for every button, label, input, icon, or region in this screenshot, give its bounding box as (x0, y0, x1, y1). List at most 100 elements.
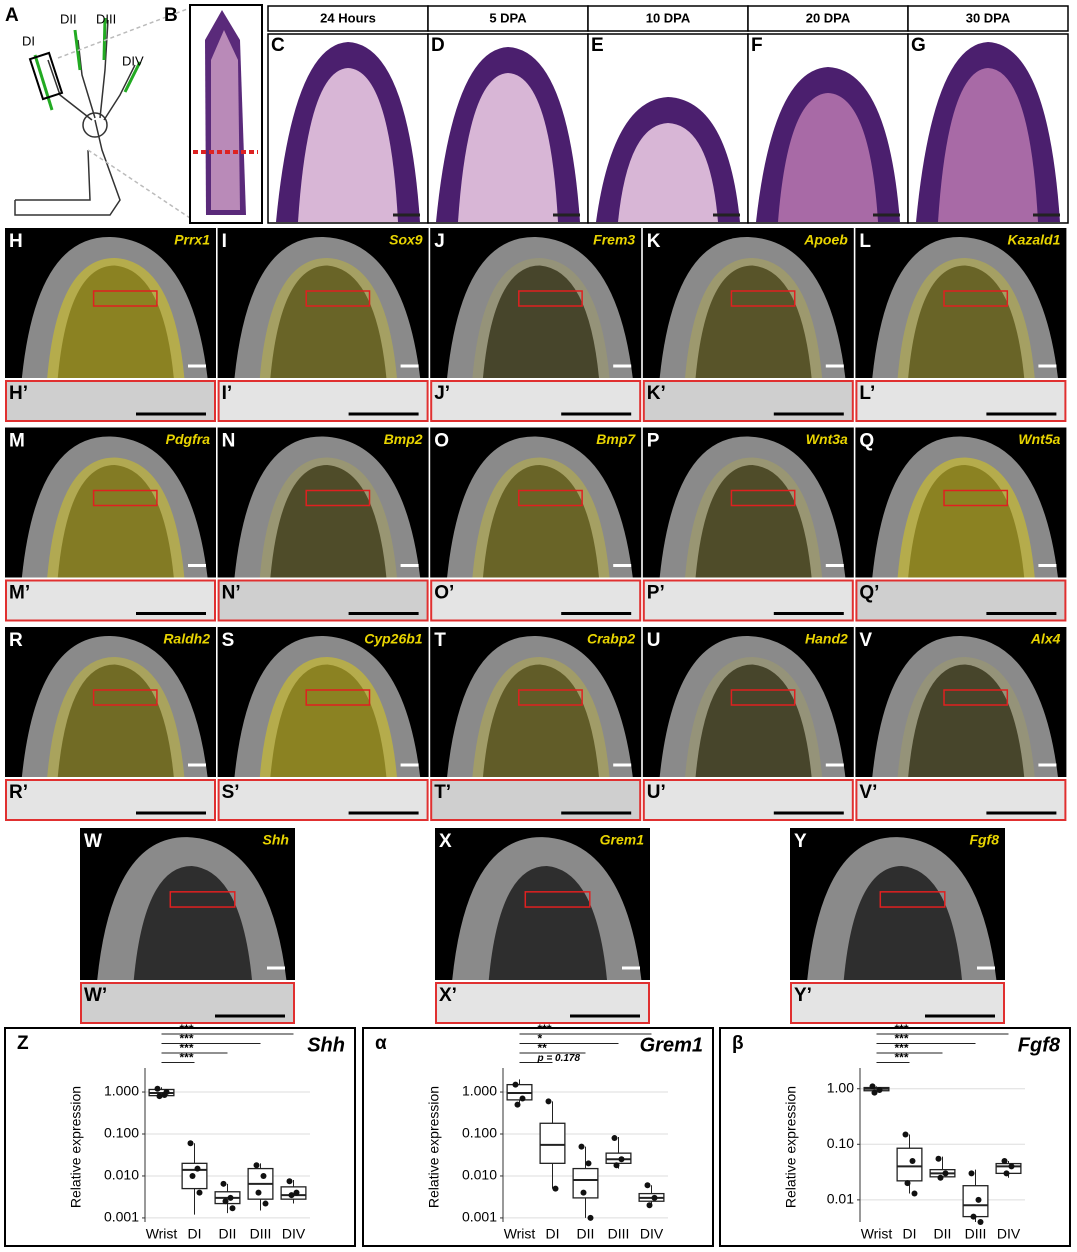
data-point (977, 1219, 984, 1225)
panel-label: E (591, 35, 604, 56)
expression-signal (472, 258, 610, 378)
gene-name: Wnt5a (1018, 431, 1060, 447)
x-tick-label: DII (934, 1226, 952, 1242)
gene-name: Raldh2 (163, 631, 210, 647)
panel-label: R (9, 630, 23, 651)
gene-name: Fgf8 (969, 832, 999, 848)
data-point (646, 1202, 653, 1209)
data-point (618, 1156, 625, 1163)
digit-label: DI (22, 33, 35, 48)
inset-label: R’ (9, 782, 28, 803)
data-point (156, 1093, 163, 1100)
tissue-core (270, 465, 387, 578)
y-tick-label: 0.10 (827, 1135, 854, 1151)
tissue-core (270, 265, 387, 378)
inset-label: J’ (434, 383, 450, 404)
panel-label: L (859, 231, 871, 252)
expression-signal (897, 258, 1035, 378)
data-point (871, 1089, 878, 1096)
data-point (253, 1162, 260, 1169)
gene-name: Bmp2 (384, 431, 423, 447)
box (539, 1122, 566, 1164)
roi-box (92, 290, 158, 307)
roi-box (92, 489, 158, 507)
data-point (229, 1205, 236, 1212)
inset-label: L’ (859, 383, 875, 404)
inset-image (435, 982, 650, 1024)
inset-label: N’ (222, 583, 241, 604)
expression-signal (897, 657, 1035, 777)
y-axis-label: Relative expression (426, 1086, 442, 1208)
box (605, 1152, 632, 1164)
gene-name: Sox9 (389, 232, 423, 248)
inset-label: K’ (647, 383, 666, 404)
data-point (222, 1198, 229, 1205)
gene-name: Pdgfra (166, 431, 211, 447)
panel-label: I (222, 231, 227, 252)
data-point (975, 1196, 982, 1203)
chart-frame (719, 1027, 1071, 1247)
gene-name: Grem1 (600, 832, 645, 848)
panel-label: M (9, 431, 25, 452)
y-axis-label: Relative expression (68, 1086, 84, 1208)
tissue-core (695, 465, 812, 578)
roi-box (518, 689, 583, 706)
data-point (220, 1180, 227, 1187)
stage-header: 10 DPA (646, 10, 691, 25)
expression-signal (47, 457, 185, 578)
data-point (935, 1155, 942, 1162)
tissue-core (482, 465, 599, 578)
inset-label: M’ (9, 583, 30, 604)
tissue-core (488, 866, 607, 980)
y-tick-label: 1.000 (462, 1083, 497, 1099)
data-point (519, 1095, 526, 1102)
data-point (196, 1189, 203, 1196)
panel-label: A (5, 5, 19, 26)
inset-label: O’ (434, 583, 454, 604)
significance-label: *** (895, 1041, 909, 1055)
significance-label: p = 0.178 (537, 1053, 581, 1064)
inset-label: U’ (647, 782, 666, 803)
header-box (907, 5, 1069, 32)
significance-label: ** (538, 1041, 548, 1055)
data-point (260, 1172, 267, 1179)
he-section-core (938, 68, 1038, 222)
expression-signal (259, 457, 397, 578)
y-tick-label: 1.000 (104, 1083, 139, 1099)
data-point (552, 1185, 559, 1192)
significance-label: *** (180, 1041, 194, 1055)
x-tick-label: DIII (965, 1226, 987, 1242)
x-tick-label: Wrist (504, 1226, 536, 1242)
header-box (747, 5, 909, 32)
chart-title: Shh (307, 1034, 345, 1056)
roi-box (943, 290, 1009, 307)
data-point (876, 1086, 883, 1093)
data-point (154, 1085, 161, 1092)
x-tick-label: DII (577, 1226, 595, 1242)
x-tick-label: DI (546, 1226, 560, 1242)
data-point (514, 1101, 521, 1108)
inset-label: I’ (222, 383, 233, 404)
digit-core (211, 30, 240, 210)
panel-label: O (434, 431, 449, 452)
expression-signal (259, 258, 397, 378)
significance-label: *** (180, 1022, 194, 1036)
data-point (227, 1194, 234, 1201)
expression-signal (685, 457, 823, 578)
y-tick-label: 0.010 (462, 1167, 497, 1183)
panel-label: G (911, 35, 926, 56)
panel-label: Q (859, 431, 874, 452)
chart-title: Grem1 (640, 1034, 703, 1056)
panel-label: B (164, 5, 178, 26)
gene-name: Apoeb (803, 232, 848, 248)
data-point (578, 1143, 585, 1150)
stage-header: 5 DPA (489, 10, 527, 25)
y-tick-label: 0.010 (104, 1167, 139, 1183)
roi-box (730, 489, 796, 507)
x-tick-label: DII (219, 1226, 237, 1242)
he-section-core (458, 73, 558, 222)
roi-box (518, 489, 583, 507)
data-point (937, 1174, 944, 1181)
expression-signal (685, 657, 823, 777)
